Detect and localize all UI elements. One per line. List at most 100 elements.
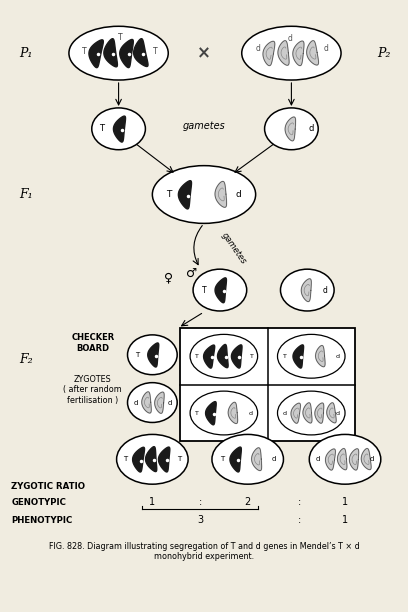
Polygon shape	[113, 116, 126, 142]
Text: F₂: F₂	[20, 353, 33, 366]
Polygon shape	[315, 403, 324, 424]
Polygon shape	[228, 402, 237, 424]
Text: ♀: ♀	[164, 272, 173, 285]
Ellipse shape	[264, 108, 318, 150]
Ellipse shape	[117, 435, 188, 484]
Text: gametes: gametes	[220, 231, 248, 266]
Polygon shape	[215, 278, 226, 303]
Polygon shape	[301, 279, 311, 302]
Ellipse shape	[92, 108, 145, 150]
Text: T: T	[82, 47, 86, 56]
Polygon shape	[206, 401, 216, 425]
Polygon shape	[155, 392, 164, 413]
Text: F₁: F₁	[20, 188, 33, 201]
Ellipse shape	[152, 166, 256, 223]
Ellipse shape	[190, 391, 257, 435]
Polygon shape	[293, 41, 304, 65]
Text: P₂: P₂	[377, 47, 390, 59]
Text: d: d	[336, 411, 340, 416]
Text: T: T	[135, 352, 140, 358]
Text: d: d	[370, 457, 374, 462]
Text: PHENOTYPIC: PHENOTYPIC	[11, 515, 73, 524]
Text: 1: 1	[342, 497, 348, 507]
Text: ♂: ♂	[186, 267, 198, 280]
Polygon shape	[204, 345, 215, 368]
Ellipse shape	[190, 334, 257, 378]
Polygon shape	[231, 345, 242, 368]
Text: d: d	[271, 457, 276, 462]
Text: T: T	[202, 286, 206, 294]
Text: gametes: gametes	[183, 121, 225, 131]
Text: ×: ×	[197, 44, 211, 62]
Polygon shape	[133, 447, 144, 472]
Text: :: :	[298, 497, 301, 507]
Text: 3: 3	[197, 515, 203, 525]
Text: d: d	[288, 34, 293, 43]
Text: CHECKER
BOARD: CHECKER BOARD	[71, 333, 114, 353]
Text: T: T	[195, 354, 199, 359]
Text: :: :	[298, 515, 301, 525]
Polygon shape	[263, 41, 275, 65]
Text: T: T	[99, 124, 104, 133]
Ellipse shape	[212, 435, 284, 484]
Polygon shape	[134, 39, 148, 67]
Text: FIG. 828. Diagram illustrating segregation of T and d genes in Mendel’s T × d
mo: FIG. 828. Diagram illustrating segregati…	[49, 542, 359, 561]
Text: d: d	[236, 190, 242, 199]
Ellipse shape	[193, 269, 247, 311]
Polygon shape	[252, 448, 262, 471]
Text: d: d	[316, 457, 320, 462]
Text: T: T	[166, 190, 172, 199]
Text: d: d	[324, 43, 328, 53]
Text: T: T	[282, 354, 286, 359]
Text: d: d	[308, 124, 314, 133]
Ellipse shape	[309, 435, 381, 484]
Polygon shape	[326, 449, 335, 470]
Text: T: T	[123, 457, 128, 462]
Text: ZYGOTES
( after random
fertilisation ): ZYGOTES ( after random fertilisation )	[63, 375, 122, 405]
Text: T: T	[177, 457, 181, 462]
Polygon shape	[215, 181, 226, 207]
Polygon shape	[285, 117, 296, 141]
Polygon shape	[142, 392, 151, 413]
Ellipse shape	[128, 335, 177, 375]
Polygon shape	[291, 403, 300, 424]
Ellipse shape	[277, 391, 345, 435]
Polygon shape	[361, 449, 371, 469]
Polygon shape	[158, 447, 170, 472]
Ellipse shape	[280, 269, 334, 311]
Polygon shape	[293, 345, 304, 368]
Ellipse shape	[128, 382, 177, 422]
Polygon shape	[315, 346, 325, 367]
Ellipse shape	[242, 26, 341, 80]
Text: P₁: P₁	[20, 47, 33, 59]
Text: d: d	[168, 400, 173, 406]
Polygon shape	[120, 39, 133, 67]
Text: 1: 1	[149, 497, 155, 507]
Text: d: d	[133, 400, 137, 406]
Text: d: d	[255, 43, 260, 53]
Polygon shape	[349, 449, 359, 470]
Polygon shape	[146, 447, 157, 472]
Text: T: T	[220, 457, 224, 462]
Polygon shape	[307, 40, 319, 65]
Bar	[180, 328, 355, 441]
Text: GENOTYPIC: GENOTYPIC	[11, 498, 66, 507]
Text: d: d	[282, 411, 286, 416]
Polygon shape	[148, 343, 159, 367]
Text: 1: 1	[342, 515, 348, 525]
Ellipse shape	[69, 26, 168, 80]
Polygon shape	[178, 181, 191, 209]
Polygon shape	[217, 345, 228, 368]
Text: :: :	[198, 497, 202, 507]
Text: T: T	[153, 47, 157, 56]
Text: T: T	[118, 32, 123, 42]
Polygon shape	[327, 403, 336, 423]
Text: d: d	[323, 286, 328, 294]
Text: T: T	[195, 411, 199, 416]
Polygon shape	[104, 39, 118, 67]
Polygon shape	[230, 447, 242, 472]
Text: 2: 2	[244, 497, 251, 507]
Text: d: d	[336, 354, 340, 359]
Text: T: T	[250, 354, 254, 359]
Text: ZYGOTIC RATIO: ZYGOTIC RATIO	[11, 482, 85, 491]
